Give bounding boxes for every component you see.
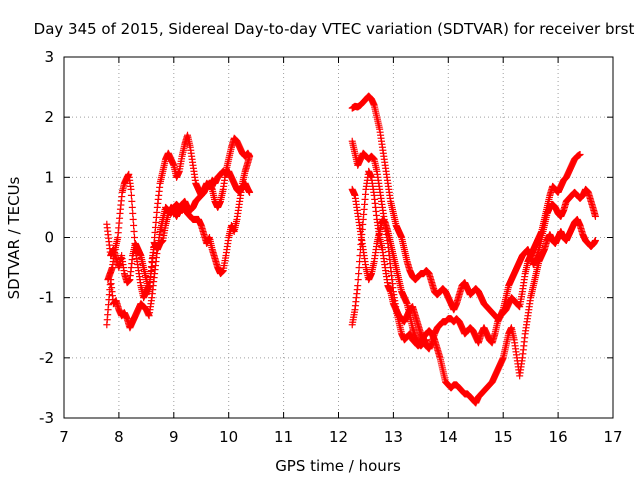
y-tick-label: -2 <box>39 349 54 367</box>
trace-3-point <box>127 185 135 193</box>
axis-ticks <box>63 56 614 419</box>
trace-3-marker <box>130 227 138 235</box>
x-axis-label: GPS time / hours <box>275 457 401 475</box>
x-tick-label: 8 <box>114 428 124 446</box>
y-tick-label: 0 <box>44 229 54 247</box>
trace-1-point <box>246 188 254 196</box>
trace-3-marker <box>129 209 137 217</box>
trace-3-marker <box>128 197 136 205</box>
trace-3-point <box>246 152 254 160</box>
x-tick-labels: 7 8 9 10 11 12 13 14 15 16 17 <box>59 428 622 446</box>
x-tick-label: 9 <box>169 428 179 446</box>
y-tick-label: 1 <box>44 168 54 186</box>
trace-3-marker <box>128 203 136 211</box>
trace-4-point <box>354 282 362 290</box>
trace-3-point <box>129 215 137 223</box>
x-tick-label: 12 <box>329 428 348 446</box>
grid <box>64 57 613 418</box>
trace-3-marker <box>127 191 135 199</box>
trace-4-marker <box>354 276 362 284</box>
trace-3-marker <box>130 234 138 241</box>
x-tick-label: 13 <box>384 428 403 446</box>
x-tick-label: 14 <box>439 428 458 446</box>
chart-title: Day 345 of 2015, Sidereal Day-to-day VTE… <box>34 20 635 38</box>
y-axis-label: SDTVAR / TECUs <box>5 176 23 299</box>
x-tick-label: 17 <box>603 428 622 446</box>
y-tick-label: -1 <box>39 289 54 307</box>
trace-3-marker <box>131 240 139 248</box>
x-tick-label: 7 <box>59 428 69 446</box>
y-tick-label: -3 <box>39 409 54 427</box>
y-tick-label: 3 <box>44 48 54 66</box>
data-points <box>103 92 599 407</box>
y-tick-label: 2 <box>44 108 54 126</box>
trace-4-marker <box>355 264 363 272</box>
trace-3-marker <box>130 221 138 229</box>
x-tick-label: 15 <box>494 428 513 446</box>
x-tick-label: 10 <box>219 428 238 446</box>
y-tick-labels: -3 -2 -1 0 1 2 3 <box>39 48 54 427</box>
x-tick-label: 16 <box>549 428 568 446</box>
trace-4-marker <box>355 270 363 278</box>
x-tick-label: 11 <box>274 428 293 446</box>
